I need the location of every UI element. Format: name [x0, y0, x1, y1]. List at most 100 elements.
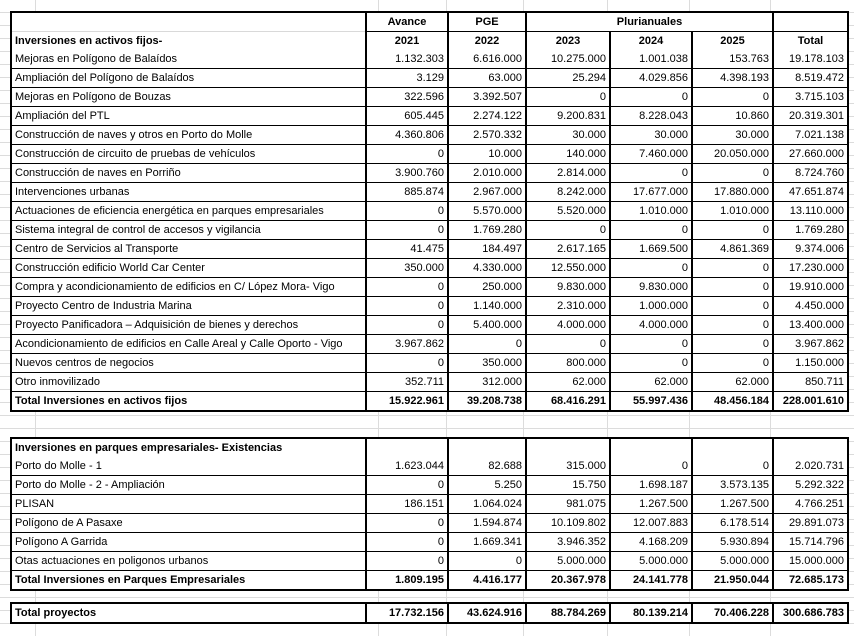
row-label: Total proyectos [15, 607, 97, 619]
cell-2025: 1.010.000 [691, 201, 773, 220]
cell-2021: 0 [365, 277, 447, 296]
cell-2021: 0 [365, 296, 447, 315]
section-header-row: Inversiones en parques empresariales- Ex… [12, 439, 847, 457]
column-header-plurianuales: Plurianuales [525, 13, 772, 31]
cell-total: 5.292.322 [772, 475, 847, 494]
cell-2021: 41.475 [365, 239, 447, 258]
table-row: Polígono A Garrida 0 1.669.341 3.946.352 4.1… [12, 532, 847, 551]
cell-2024: 24.141.778 [609, 570, 691, 589]
table-row: Centro de Servicios al Transporte 41.475 1… [12, 239, 848, 258]
row-label: Total Inversiones en activos fijos [12, 391, 365, 410]
cell-2025: 6.178.514 [691, 513, 772, 532]
year-header-2025: 2025 [691, 31, 773, 50]
cell-2022: 4.330.000 [447, 258, 525, 277]
cell-total: 19.178.103 [772, 50, 847, 68]
year-header-2022: 2022 [447, 31, 525, 50]
cell-2023: 800.000 [525, 353, 609, 372]
cell-2025: 62.000 [691, 372, 773, 391]
cell-2021: 605.445 [365, 106, 447, 125]
row-label: Porto do Molle - 1 [15, 460, 102, 472]
cell-2025: 0 [691, 277, 773, 296]
cell-total: 29.891.073 [772, 513, 847, 532]
cell-total: 3.967.862 [772, 334, 848, 353]
row-label: Intervenciones urbanas [12, 182, 365, 201]
cell-total: 1.769.280 [772, 220, 848, 239]
row-label: PLISAN [12, 494, 365, 513]
empty-cell [691, 439, 772, 457]
cell-2022: 43.624.916 [447, 604, 525, 622]
empty-cell [609, 439, 691, 457]
cell-2022: 3.392.507 [447, 87, 525, 106]
cell-2024: 17.677.000 [609, 182, 691, 201]
cell-2022: 0 [447, 551, 525, 570]
cell-2021: 3.129 [365, 68, 447, 87]
cell-2025: 17.880.000 [691, 182, 773, 201]
cell-2023: 25.294 [525, 68, 609, 87]
cell-2021: 0 [365, 551, 447, 570]
cell-total: 850.711 [772, 372, 848, 391]
cell-total: 8.724.760 [772, 163, 848, 182]
cell-2021: 322.596 [365, 87, 447, 106]
cell-2025: 5.000.000 [691, 551, 772, 570]
cell-2021: 0 [365, 144, 447, 163]
cell-2022: 312.000 [447, 372, 525, 391]
cell-2025: 0 [691, 315, 773, 334]
cell-2025: 0 [691, 258, 773, 277]
cell-2021: 1.809.195 [365, 570, 447, 589]
cell-2023: 2.617.165 [525, 239, 609, 258]
cell-2022: 2.570.332 [447, 125, 525, 144]
table-row: Construcción de naves en Porriño 3.900.76… [12, 163, 848, 182]
cell-2022: 6.616.000 [447, 50, 525, 68]
table-row: Nuevos centros de negocios 0 350.000 800.00… [12, 353, 848, 372]
cell-2024: 1.000.000 [609, 296, 691, 315]
cell-total: 2.020.731 [772, 457, 847, 475]
business-parks-table: Inversiones en parques empresariales- Ex… [10, 437, 849, 591]
cell-total: 47.651.874 [772, 182, 848, 201]
table-row: Compra y acondicionamiento de edificios … [12, 277, 848, 296]
cell-2022: 63.000 [447, 68, 525, 87]
column-header-pge: PGE [447, 13, 525, 31]
row-label: Construcción edificio World Car Center [12, 258, 365, 277]
table-row: Mejoras en Polígono de Balaídos 1.132.303… [12, 50, 847, 68]
cell-2021: 4.360.806 [365, 125, 447, 144]
row-label: Porto do Molle - 2 - Ampliación [12, 475, 365, 494]
corner-empty-cell [12, 13, 365, 31]
cell-2022: 2.274.122 [447, 106, 525, 125]
row-label: Compra y acondicionamiento de edificios … [12, 277, 365, 296]
cell-2021: 3.900.760 [365, 163, 447, 182]
table-row: Actuaciones de eficiencia energética en … [12, 201, 848, 220]
row-label: Total Inversiones en Parques Empresarial… [12, 570, 365, 589]
cell-2023: 140.000 [525, 144, 609, 163]
cell-2023: 15.750 [525, 475, 609, 494]
cell-2024: 1.698.187 [609, 475, 691, 494]
table-row: Sistema integral de control de accesos y… [12, 220, 848, 239]
cell-2025: 0 [691, 457, 772, 475]
cell-2023: 2.814.000 [525, 163, 609, 182]
table-row: Ampliación del Polígono de Balaídos 3.129… [12, 68, 848, 87]
cell-2021: 0 [365, 353, 447, 372]
cell-2022: 1.064.024 [447, 494, 525, 513]
table-row: Proyecto Centro de Industria Marina 0 1.14… [12, 296, 848, 315]
row-label: Centro de Servicios al Transporte [12, 239, 365, 258]
table-row: Construcción de naves y otros en Porto d… [12, 125, 848, 144]
cell-2024: 1.669.500 [609, 239, 691, 258]
cell-2025: 4.861.369 [691, 239, 773, 258]
cell-2024: 1.267.500 [609, 494, 691, 513]
cell-total: 13.110.000 [772, 201, 848, 220]
cell-2025: 1.267.500 [691, 494, 772, 513]
cell-2024: 30.000 [609, 125, 691, 144]
cell-2021: 0 [365, 220, 447, 239]
cell-2025: 0 [691, 163, 773, 182]
table-row: Otro inmovilizado 352.711 312.000 62.000 62.… [12, 372, 848, 391]
row-label: Sistema integral de control de accesos y… [12, 220, 365, 239]
row-label: Construcción de circuito de pruebas de v… [12, 144, 365, 163]
cell-2023: 10.275.000 [525, 50, 609, 68]
empty-cell [447, 439, 525, 457]
row-label: Mejoras en Polígono de Balaídos [15, 53, 178, 65]
cell-2024: 62.000 [609, 372, 691, 391]
table-row: Construcción de circuito de pruebas de v… [12, 144, 848, 163]
cell-2021: 885.874 [365, 182, 447, 201]
cell-2021: 15.922.961 [365, 391, 447, 410]
cell-2024: 4.168.209 [609, 532, 691, 551]
